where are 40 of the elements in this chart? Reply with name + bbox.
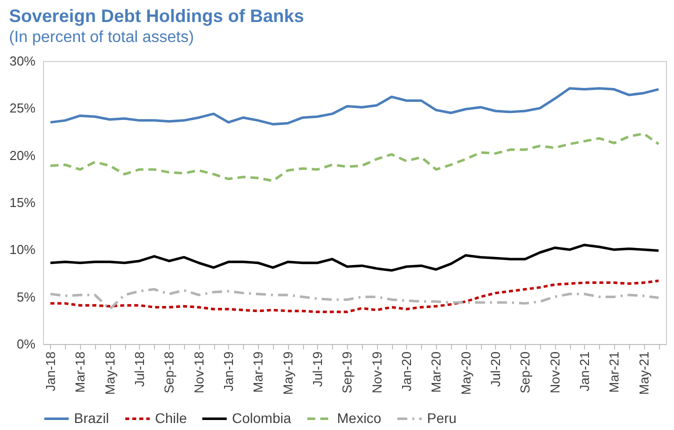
x-tick-label: Mar-18 [72,352,88,393]
line-series [49,132,660,182]
x-tick-label: Mar-20 [428,352,444,393]
x-tick-label: Jul-18 [132,352,147,387]
x-tick-label: Mar-19 [250,352,266,393]
x-tick-label: Jan-21 [576,352,592,392]
x-tick-label: Nov-18 [191,352,206,394]
legend-label: Brazil [74,410,110,426]
chart-title: Sovereign Debt Holdings of Banks [8,6,304,26]
chart-subtitle: (In percent of total assets) [8,29,194,46]
y-tick-label: 20% [9,148,36,163]
x-tick-label: Sep-20 [518,352,533,394]
y-tick-label: 25% [9,100,36,116]
x-tick-label: Sep-19 [340,352,355,394]
legend-label: Peru [427,410,457,426]
x-tick-label: Jan-18 [42,352,58,392]
y-tick-label: 30% [9,54,36,68]
y-tick-label: 5% [16,289,36,304]
x-tick-label: Mar-21 [606,352,622,393]
x-tick-label: Jul-20 [488,352,503,387]
x-tick-label: May-18 [102,352,118,395]
x-tick-label: Nov-20 [547,352,562,394]
x-tick-label: Jan-19 [220,352,236,392]
x-tick-label: Jan-20 [398,352,414,392]
line-series [49,288,660,310]
x-tick-label: Nov-19 [369,352,384,394]
legend-label: Chile [155,410,188,426]
x-tick-label: May-19 [280,352,296,395]
x-tick-label: May-21 [636,352,652,395]
legend-label: Mexico [337,410,382,426]
line-series [49,87,660,126]
line-series [49,244,660,272]
line-series [49,280,660,314]
y-tick-label: 10% [9,242,36,258]
x-tick-label: Jul-19 [310,352,325,387]
y-tick-label: 0% [16,336,36,352]
legend-label: Colombia [232,410,292,426]
x-tick-label: Sep-18 [162,352,177,394]
y-tick-label: 15% [9,195,36,210]
x-tick-label: May-20 [458,352,474,395]
